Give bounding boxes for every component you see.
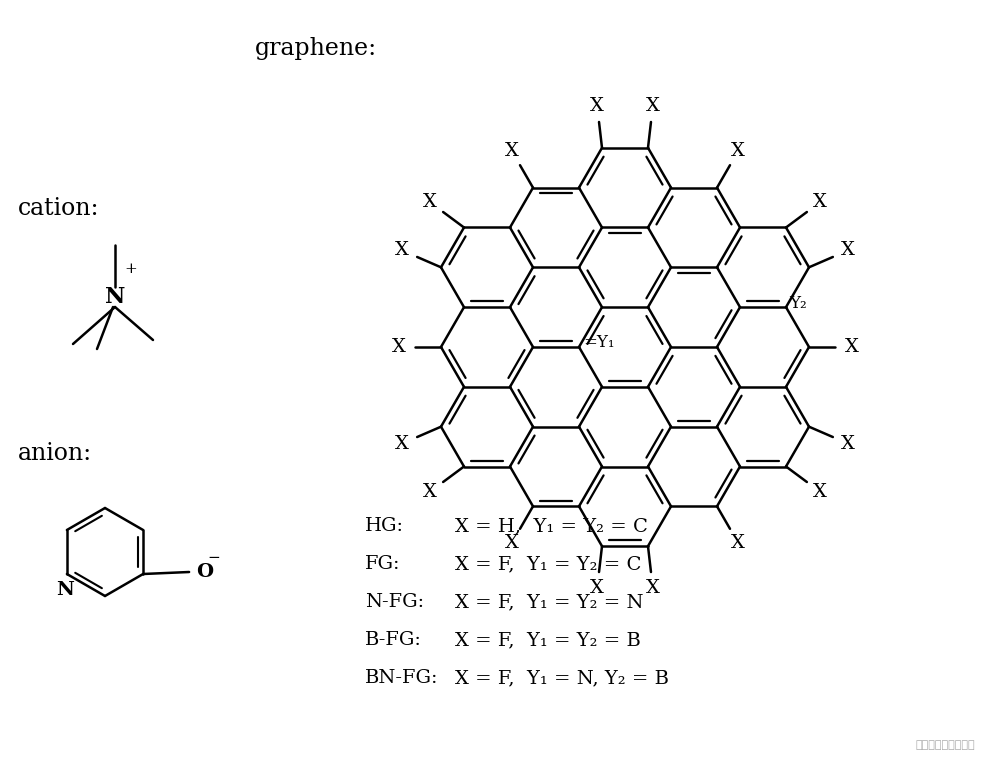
Text: BN-FG:: BN-FG: xyxy=(365,669,438,687)
Text: anion:: anion: xyxy=(18,442,92,465)
Text: X: X xyxy=(590,579,604,597)
Text: N: N xyxy=(104,286,125,308)
Text: X: X xyxy=(645,579,659,597)
Text: X = F,  Y₁ = Y₂ = C: X = F, Y₁ = Y₂ = C xyxy=(454,555,641,573)
Text: =Y₁: =Y₁ xyxy=(583,335,614,351)
Text: X: X xyxy=(505,534,519,552)
Text: Y₂: Y₂ xyxy=(788,295,805,312)
Text: X: X xyxy=(841,434,855,453)
Text: X: X xyxy=(812,194,826,211)
Text: N: N xyxy=(56,581,74,599)
Text: X = F,  Y₁ = Y₂ = B: X = F, Y₁ = Y₂ = B xyxy=(454,631,640,649)
Text: X: X xyxy=(812,483,826,501)
Text: 公众号：石墨烯研究: 公众号：石墨烯研究 xyxy=(915,740,974,750)
Text: cation:: cation: xyxy=(18,197,99,220)
Text: X: X xyxy=(590,97,604,114)
Text: X = F,  Y₁ = N, Y₂ = B: X = F, Y₁ = N, Y₂ = B xyxy=(454,669,668,687)
Text: X: X xyxy=(394,434,408,453)
Text: X: X xyxy=(391,338,405,356)
Text: HG:: HG: xyxy=(365,517,403,535)
Text: X: X xyxy=(422,483,436,501)
Text: X: X xyxy=(422,194,436,211)
Text: X: X xyxy=(394,242,408,259)
Text: X: X xyxy=(645,97,659,114)
Text: O: O xyxy=(196,563,213,581)
Text: +: + xyxy=(124,262,137,276)
Text: X: X xyxy=(844,338,858,356)
Text: X: X xyxy=(730,534,744,552)
Text: X = F,  Y₁ = Y₂ = N: X = F, Y₁ = Y₂ = N xyxy=(454,593,643,611)
Text: graphene:: graphene: xyxy=(255,37,377,60)
Text: N-FG:: N-FG: xyxy=(365,593,423,611)
Text: X: X xyxy=(841,242,855,259)
Text: X: X xyxy=(505,142,519,160)
Text: X = H,  Y₁ = Y₂ = C: X = H, Y₁ = Y₂ = C xyxy=(454,517,647,535)
Text: FG:: FG: xyxy=(365,555,400,573)
Text: X: X xyxy=(730,142,744,160)
Text: B-FG:: B-FG: xyxy=(365,631,421,649)
Text: −: − xyxy=(208,551,221,565)
